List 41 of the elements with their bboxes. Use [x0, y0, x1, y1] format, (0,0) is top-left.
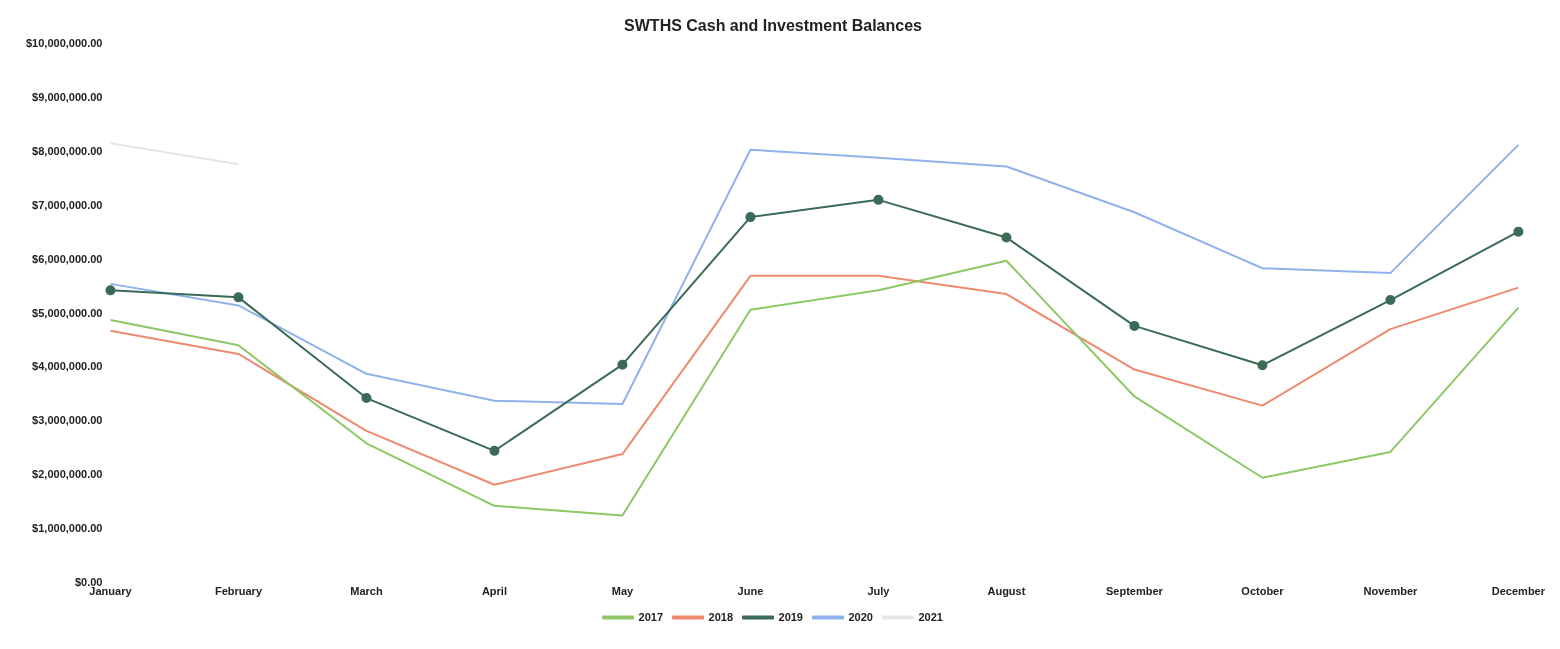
y-tick-label: $7,000,000.00 [32, 198, 103, 211]
x-tick-label: September [1105, 585, 1164, 598]
y-tick-label: $3,000,000.00 [32, 414, 103, 427]
point [1001, 232, 1012, 243]
y-tick-label: $0.00 [74, 575, 103, 588]
point [361, 393, 372, 404]
x-tick-label: February [214, 585, 263, 598]
point [617, 359, 628, 370]
legend-label: 2020 [848, 610, 873, 623]
x-tick-label: March [350, 585, 383, 598]
y-tick-label: $4,000,000.00 [32, 360, 103, 373]
x-tick-label: April [481, 585, 507, 598]
x-tick-label: June [737, 585, 764, 598]
point [1257, 360, 1268, 371]
legend-label: 2021 [918, 610, 943, 623]
legend-label: 2017 [638, 610, 664, 623]
y-tick-label: $5,000,000.00 [32, 306, 103, 319]
y-tick-label: $8,000,000.00 [32, 144, 103, 157]
point [233, 292, 244, 303]
x-tick-label: November [1363, 585, 1419, 598]
y-tick-label: $9,000,000.00 [32, 91, 103, 104]
x-tick-label: July [867, 585, 891, 598]
point [745, 212, 756, 223]
x-tick-label: May [611, 585, 635, 598]
x-tick-label: January [89, 585, 133, 598]
point [1513, 226, 1524, 237]
point [489, 445, 500, 456]
x-tick-label: December [1491, 585, 1546, 598]
legend-label: 2019 [778, 610, 803, 623]
y-tick-label: $10,000,000.00 [25, 37, 103, 50]
point [1129, 320, 1140, 331]
x-tick-label: August [987, 585, 1026, 598]
legend-label: 2018 [708, 610, 734, 623]
x-tick-label: October [1241, 585, 1285, 598]
chart-title: SWTHS Cash and Investment Balances [624, 17, 923, 35]
y-tick-label: $6,000,000.00 [32, 252, 103, 265]
y-tick-label: $2,000,000.00 [32, 468, 103, 481]
point [873, 194, 884, 205]
point [1385, 295, 1396, 306]
point [105, 285, 116, 296]
y-tick-label: $1,000,000.00 [32, 521, 103, 534]
